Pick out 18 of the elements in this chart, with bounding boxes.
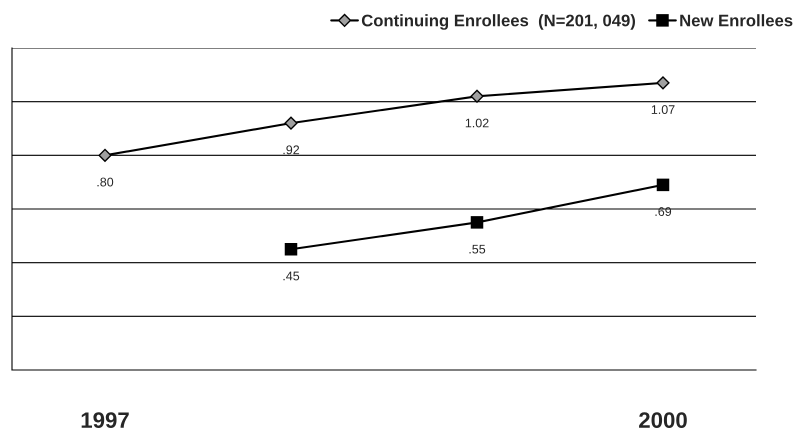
- data-label: 1.02: [466, 118, 489, 128]
- legend-label: New Enrollees: [680, 14, 792, 26]
- x-tick-label: 1997: [82, 412, 129, 428]
- data-label: .45: [283, 272, 300, 280]
- point: [656, 178, 670, 192]
- x-tick-label: 2000: [639, 412, 687, 428]
- point: [470, 90, 484, 103]
- point: [98, 148, 112, 162]
- point: [470, 216, 484, 229]
- point: [284, 243, 298, 256]
- data-label: .55: [469, 244, 486, 254]
- data-label: .69: [655, 207, 672, 216]
- data-label: .92: [283, 145, 300, 154]
- point: [284, 116, 298, 130]
- data-label: .80: [97, 178, 114, 186]
- point: [656, 76, 670, 90]
- legend-label: Continuing Enrollees (N=201, 049): [362, 14, 636, 30]
- data-label: 1.07: [652, 105, 675, 114]
